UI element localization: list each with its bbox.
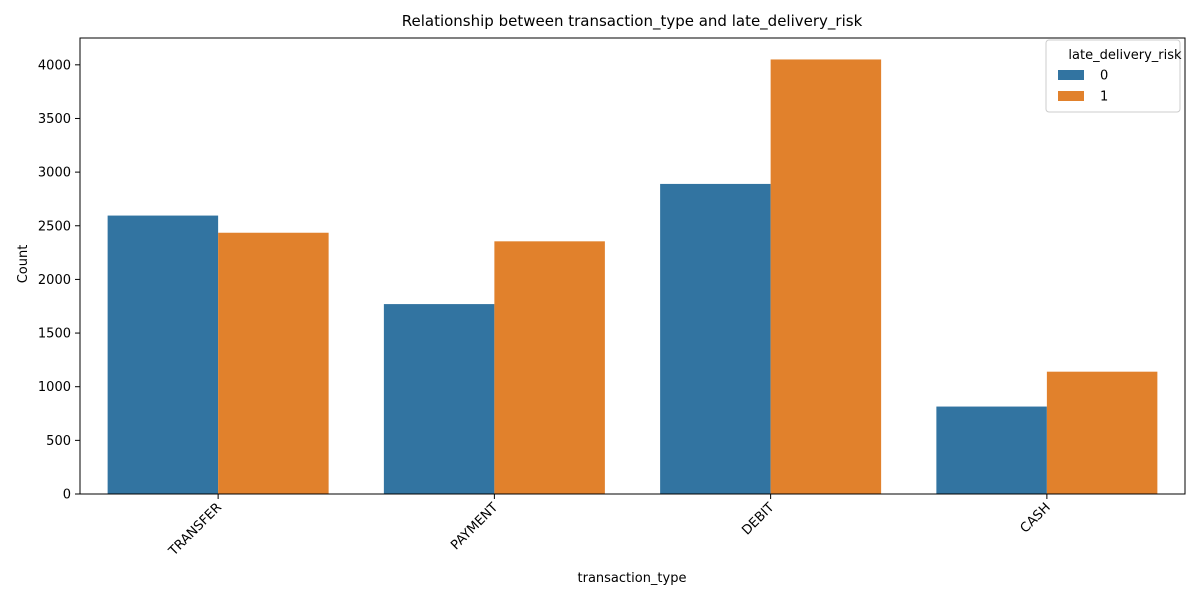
y-axis-title: Count <box>16 245 31 284</box>
legend-title: late_delivery_risk <box>1068 48 1182 63</box>
bar-cash-series-0 <box>936 406 1047 494</box>
legend-label-1: 1 <box>1100 90 1108 105</box>
y-tick-label: 1000 <box>38 380 71 395</box>
y-tick-label: 2500 <box>38 219 71 234</box>
bar-cash-series-1 <box>1046 371 1158 494</box>
legend: late_delivery_risk 0 1 <box>1045 39 1182 113</box>
y-tick-label: 4000 <box>38 58 71 73</box>
bar-transfer-series-1 <box>218 232 329 494</box>
plot-frame <box>79 37 1186 495</box>
x-tick-label: PAYMENT <box>448 500 501 553</box>
y-tick-label: 3000 <box>38 166 71 181</box>
plot-area: 0 500 1000 1500 2000 2500 3000 3500 4000 TRANSFER… <box>38 37 1186 560</box>
x-axis-title: transaction_type <box>578 571 687 586</box>
y-tick-label: 500 <box>46 434 71 449</box>
y-tick-label: 0 <box>63 488 71 503</box>
x-tick-label: CASH <box>1018 500 1054 536</box>
bar-debit-series-1 <box>770 59 882 494</box>
y-tick-label: 2000 <box>38 273 71 288</box>
x-tick-label: TRANSFER <box>166 500 225 559</box>
bar-transfer-series-0 <box>107 215 219 494</box>
bar-debit-series-0 <box>660 183 771 495</box>
y-tick-label: 1500 <box>38 327 71 342</box>
legend-label-0: 0 <box>1100 69 1108 84</box>
x-tick-label: DEBIT <box>739 500 777 538</box>
bar-payment-series-1 <box>494 241 605 494</box>
legend-swatch-1 <box>1058 91 1084 101</box>
chart-title: Relationship between transaction_type an… <box>402 12 863 31</box>
y-tick-label: 3500 <box>38 112 71 127</box>
legend-swatch-0 <box>1058 70 1084 80</box>
bar-payment-series-0 <box>383 304 495 494</box>
